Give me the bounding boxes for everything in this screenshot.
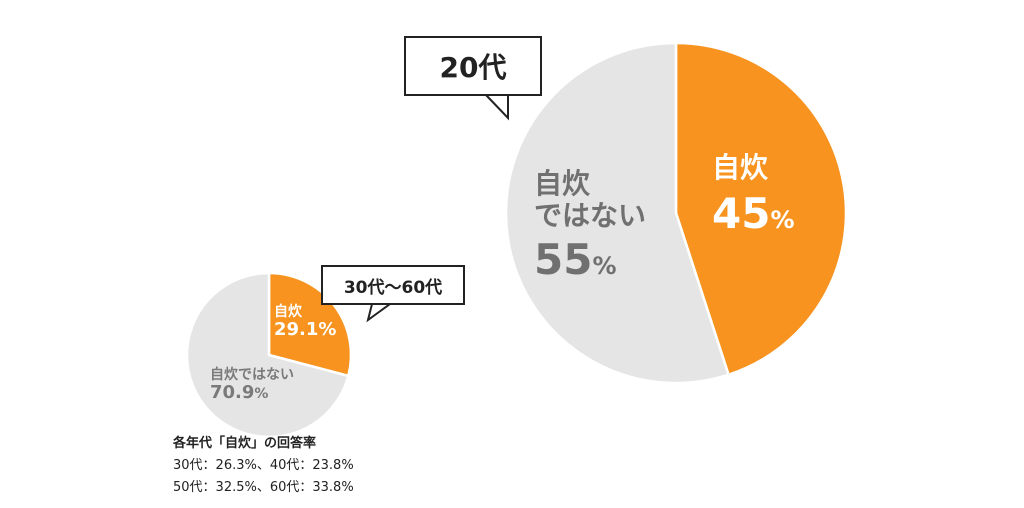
footnote-line1: 30代：26.3%、40代：23.8%	[173, 458, 354, 474]
slice-value-number: 45	[712, 189, 771, 239]
slice-value: 70.9%	[210, 382, 294, 404]
callout-20s-text: 20代	[439, 51, 507, 84]
large-pie-slice-jisui	[674, 41, 848, 377]
footnote-heading: 各年代「自炊」の回答率	[173, 436, 317, 451]
slice-value-number: 70.9	[210, 382, 255, 404]
slice-label: 自炊	[274, 304, 302, 320]
slice-label: 自炊	[712, 151, 769, 184]
slice-value-number: 55	[534, 235, 593, 285]
callout-20s: 20代	[404, 36, 542, 96]
slice-value-number: 29.1	[274, 319, 319, 341]
slice-label-line2: ではない	[534, 199, 647, 233]
callout-20s-tail	[483, 94, 509, 121]
slice-value-unit: %	[592, 252, 617, 281]
slice-value: 45%	[712, 190, 795, 238]
small-pie-slice-not-jisui	[185, 271, 350, 439]
slice-value-unit: %	[254, 386, 269, 403]
callout-30s-60s: 30代〜60代	[321, 265, 465, 305]
callout-30s-60s-text: 30代〜60代	[343, 277, 443, 298]
slice-value-unit: %	[770, 206, 795, 235]
slice-value: 29.1%	[274, 319, 337, 341]
large-pie-gray-label: 自炊 ではない 55%	[534, 167, 647, 285]
small-pie-gray-label: 自炊ではない 70.9%	[210, 367, 294, 404]
slice-label-line1: 自炊	[534, 167, 591, 200]
slice-label: 自炊ではない	[210, 367, 294, 383]
small-pie-orange-label: 自炊 29.1%	[274, 304, 336, 341]
slice-value-unit: %	[318, 319, 337, 341]
footnote-line2: 50代：32.5%、60代：33.8%	[173, 480, 354, 496]
slice-value: 55%	[534, 236, 646, 284]
large-pie-orange-label: 自炊 45%	[712, 151, 795, 238]
callout-30s-60s-tail	[366, 303, 394, 323]
large-pie-slice-not-jisui	[504, 41, 731, 385]
footnote: 各年代「自炊」の回答率 30代：26.3%、40代：23.8% 50代：32.5…	[173, 433, 354, 499]
